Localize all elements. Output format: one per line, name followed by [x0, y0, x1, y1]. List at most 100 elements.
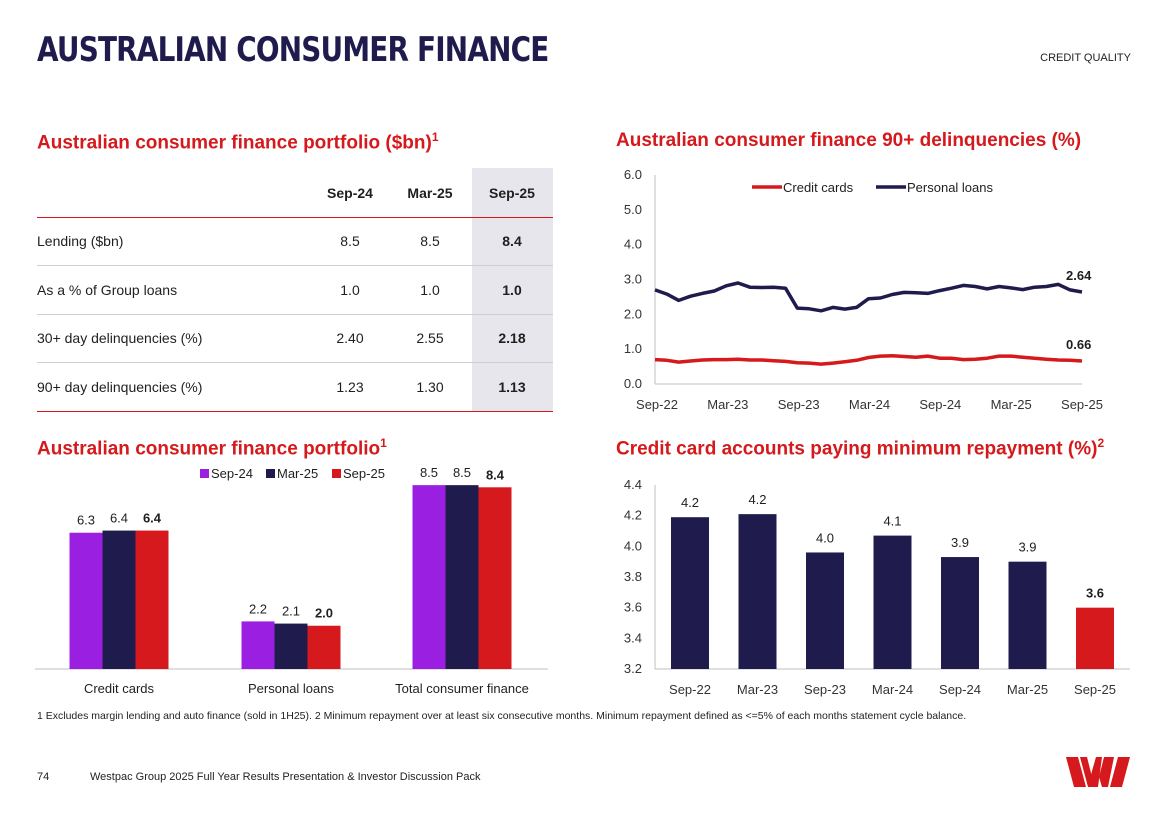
x-tick-label: Sep-24 [939, 682, 981, 697]
bar-value-label: 3.6 [1086, 586, 1104, 601]
bar [445, 485, 479, 669]
legend-swatch [200, 469, 209, 478]
delinquency-line-chart: 0.0 1.0 2.0 3.0 4.0 5.0 6.0 Sep-22 Mar-23 Sep-23 M… [624, 167, 1103, 412]
legend-label: Mar-25 [277, 466, 318, 481]
y-tick-label: 4.0 [624, 538, 642, 553]
bar-value-label: 6.4 [143, 511, 162, 526]
y-tick-label: 3.2 [624, 661, 642, 676]
row-divider [37, 265, 553, 266]
col-header-sep25: Sep-25 [489, 185, 535, 201]
table-bottom-rule [37, 411, 553, 412]
page-title: AUSTRALIAN CONSUMER FINANCE [37, 30, 549, 70]
cell: 2.18 [498, 330, 526, 346]
delinquency-chart-title: Australian consumer finance 90+ delinque… [616, 130, 1082, 151]
bar-value-label: 2.1 [282, 604, 300, 619]
bar-value-label: 4.0 [816, 530, 834, 545]
y-tick-label: 3.0 [624, 272, 642, 287]
x-category-label: Credit cards [84, 681, 155, 696]
bar [412, 485, 446, 669]
y-tick-label: 2.0 [624, 306, 642, 321]
y-tick-label: 3.6 [624, 600, 642, 615]
westpac-logo-icon [1066, 757, 1130, 787]
bar [478, 487, 512, 669]
cell: 1.0 [502, 282, 522, 298]
bar [806, 552, 844, 669]
footnote: 1 Excludes margin lending and auto finan… [37, 710, 967, 722]
portfolio-bar-chart: Credit cards 6.3 6.4 6.4 Personal loans 2.2 2.… [35, 465, 548, 696]
y-tick-label: 4.0 [624, 237, 642, 252]
x-tick-label: Sep-23 [778, 397, 820, 412]
bar [274, 623, 308, 669]
end-label-personal-loans: 2.64 [1066, 268, 1092, 283]
row-label-group-loans: As a % of Group loans [37, 282, 178, 298]
y-tick-label: 3.8 [624, 569, 642, 584]
y-tick-label: 4.4 [624, 477, 642, 492]
bar-value-label: 8.5 [453, 465, 471, 480]
row-divider [37, 314, 553, 315]
cell: 8.5 [340, 233, 360, 249]
x-tick-label: Mar-24 [872, 682, 913, 697]
legend-label: Credit cards [783, 180, 854, 195]
section-tag: CREDIT QUALITY [1040, 52, 1131, 64]
x-tick-label: Sep-25 [1061, 397, 1103, 412]
min-repayment-bar-chart: 3.2 3.4 3.6 3.8 4.0 4.2 4.4 4.2 Sep-22 4.2 Mar-23 4… [624, 477, 1130, 697]
x-tick-label: Mar-23 [737, 682, 778, 697]
legend-swatch [266, 469, 275, 478]
x-category-label: Total consumer finance [395, 681, 529, 696]
x-tick-label: Mar-25 [1007, 682, 1048, 697]
x-category-label: Personal loans [248, 681, 334, 696]
table-header-rule [37, 217, 553, 218]
cell: 8.4 [502, 233, 522, 249]
x-tick-label: Mar-24 [849, 397, 890, 412]
bar-value-label: 4.2 [681, 495, 699, 510]
x-tick-label: Sep-25 [1074, 682, 1116, 697]
cell: 1.30 [416, 379, 444, 395]
bar [102, 530, 136, 669]
bar-value-label: 2.2 [249, 601, 267, 616]
end-label-credit-cards: 0.66 [1066, 337, 1091, 352]
x-tick-label: Mar-23 [707, 397, 748, 412]
y-tick-label: 6.0 [624, 167, 642, 182]
cell: 2.55 [416, 330, 444, 346]
x-tick-label: Sep-22 [669, 682, 711, 697]
portfolio-table-title: Australian consumer finance portfolio ($… [37, 130, 439, 154]
bar [941, 557, 979, 669]
y-tick-label: 1.0 [624, 341, 642, 356]
cell: 1.0 [340, 282, 360, 298]
x-tick-label: Mar-25 [991, 397, 1032, 412]
y-tick-label: 5.0 [624, 202, 642, 217]
cell: 1.13 [498, 379, 526, 395]
cell: 2.40 [336, 330, 364, 346]
col-header-mar25: Mar-25 [407, 185, 453, 201]
portfolio-bar-chart-title: Australian consumer finance portfolio1 [37, 436, 387, 460]
bar-value-label: 4.2 [748, 492, 766, 507]
bar [241, 621, 275, 669]
bar [1008, 561, 1047, 669]
series-line-personal-loans [654, 281, 1083, 313]
y-tick-label: 4.2 [624, 508, 642, 523]
legend-label: Personal loans [907, 180, 993, 195]
bar-value-label: 3.9 [1018, 540, 1036, 555]
bar [738, 514, 777, 669]
bar [69, 532, 103, 669]
legend-swatch [332, 469, 341, 478]
bar [671, 517, 709, 669]
bar-value-label: 6.4 [110, 511, 128, 526]
row-label-90-day: 90+ day delinquencies (%) [37, 379, 203, 395]
cell: 8.5 [420, 233, 440, 249]
row-label-lending: Lending ($bn) [37, 233, 124, 249]
min-repayment-chart-title: Credit card accounts paying minimum repa… [616, 436, 1105, 460]
cell: 1.23 [336, 379, 364, 395]
series-line-credit-cards [654, 354, 1083, 366]
col-header-sep24: Sep-24 [327, 185, 373, 201]
footer-text: Westpac Group 2025 Full Year Results Pre… [90, 771, 481, 783]
bar-value-label: 8.5 [420, 465, 438, 480]
bar-value-label: 8.4 [486, 467, 505, 482]
bar-value-label: 2.0 [315, 606, 333, 621]
y-tick-label: 0.0 [624, 376, 642, 391]
legend-label: Sep-24 [211, 466, 253, 481]
bar-value-label: 6.3 [77, 513, 95, 528]
y-tick-label: 3.4 [624, 630, 642, 645]
page-number: 74 [37, 771, 50, 783]
x-tick-label: Sep-23 [804, 682, 846, 697]
